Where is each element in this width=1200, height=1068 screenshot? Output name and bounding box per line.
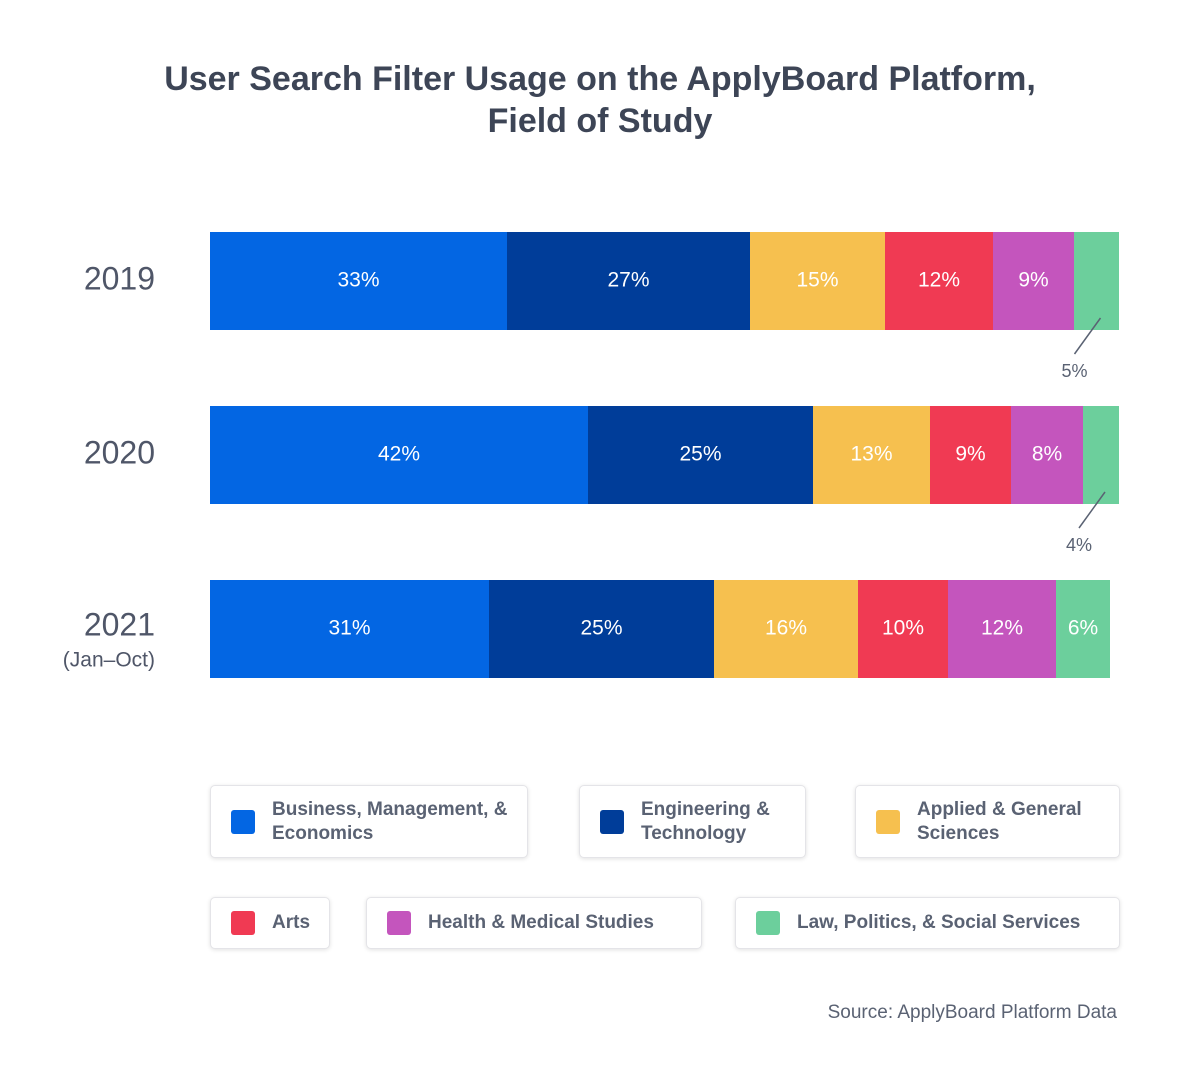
legend-item: Engineering & Technology [579,785,806,858]
legend-swatch [231,809,255,834]
bar-segment [588,406,813,504]
bar-segment [813,406,930,504]
category-sublabel: (Jan–Oct) [63,649,155,672]
bar-segment [1074,232,1119,330]
data-label: 12% [918,269,960,292]
leader-line [1073,317,1102,355]
data-label: 9% [1018,269,1048,292]
bar-segment [930,406,1011,504]
legend-label: Arts [272,912,311,933]
bar-segment [210,580,489,678]
bar-segment [858,580,948,678]
legend-label: Business, Management, & Economics [272,798,508,844]
data-label: 8% [1032,443,1062,466]
category-label: 2020 [84,434,155,470]
data-label: 15% [796,269,838,292]
bar-segment [1083,406,1119,504]
bar-segment [714,580,858,678]
data-label: 33% [337,269,379,292]
leader-line [1078,491,1106,529]
data-label: 25% [679,443,721,466]
data-label: 16% [765,617,807,640]
source-note: Source: ApplyBoard Platform Data [827,1002,1117,1023]
legend-item: Applied & General Sciences [855,785,1120,858]
legend-label: Health & Medical Studies [428,912,654,933]
bar-segment [750,232,885,330]
legend-label: Engineering & Technology [641,798,770,844]
bar-segment [210,406,588,504]
category-label: 2021 [84,606,155,642]
category-label: 2019 [84,260,155,296]
legend-swatch [231,911,255,935]
legend-swatch [756,911,780,935]
legend-item: Business, Management, & Economics [210,785,528,858]
data-label: 25% [580,617,622,640]
data-label: 10% [882,617,924,640]
data-label: 6% [1068,617,1098,640]
legend-swatch [876,809,900,834]
bar-segment [885,232,993,330]
bar-segment [507,232,750,330]
bar-segment [948,580,1056,678]
legend-swatch [387,911,411,935]
bar-segment [1011,406,1083,504]
chart-title: User Search Filter Usage on the ApplyBoa… [164,60,1036,140]
data-label: 12% [981,617,1023,640]
bar-segment [489,580,714,678]
bar-segment [993,232,1074,330]
legend-swatch [600,809,624,834]
data-label: 13% [850,443,892,466]
legend-label: Applied & General Sciences [917,798,1082,844]
legend-item: Law, Politics, & Social Services [735,897,1120,949]
data-label: 31% [328,617,370,640]
legend-item: Arts [210,897,330,949]
data-label: 4% [1066,535,1092,555]
legend-item: Health & Medical Studies [366,897,702,949]
data-label: 9% [955,443,985,466]
bar-segment [1056,580,1110,678]
data-label: 27% [607,269,649,292]
data-label: 42% [378,443,420,466]
bar-segment [210,232,507,330]
data-label: 5% [1061,361,1087,381]
legend-label: Law, Politics, & Social Services [797,912,1081,933]
